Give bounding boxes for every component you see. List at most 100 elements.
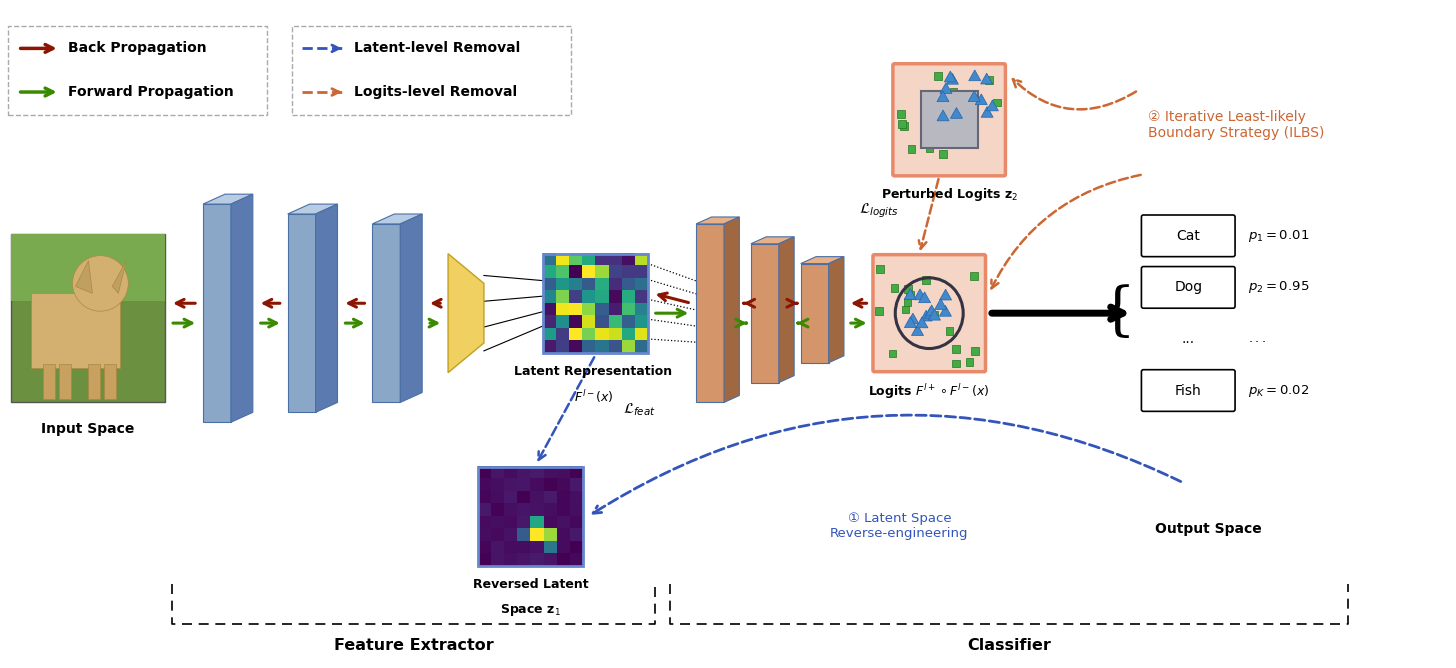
Polygon shape xyxy=(920,310,932,321)
Text: $...$: $...$ xyxy=(1248,333,1267,345)
FancyBboxPatch shape xyxy=(893,63,1006,176)
Polygon shape xyxy=(916,317,927,328)
Bar xyxy=(105,364,116,399)
Polygon shape xyxy=(919,292,930,303)
FancyBboxPatch shape xyxy=(874,255,986,371)
Polygon shape xyxy=(202,204,232,422)
Bar xyxy=(984,76,993,84)
Text: Fish: Fish xyxy=(1175,383,1201,397)
FancyBboxPatch shape xyxy=(1142,215,1235,257)
Bar xyxy=(897,110,906,118)
Bar xyxy=(949,88,958,96)
Bar xyxy=(952,359,960,367)
Bar xyxy=(898,120,906,128)
FancyBboxPatch shape xyxy=(7,25,266,115)
Bar xyxy=(888,349,897,357)
Text: Cat: Cat xyxy=(1176,229,1200,243)
Polygon shape xyxy=(232,194,253,422)
Bar xyxy=(951,95,958,103)
FancyArrowPatch shape xyxy=(539,357,594,460)
Polygon shape xyxy=(448,254,483,373)
Polygon shape xyxy=(946,73,958,84)
FancyBboxPatch shape xyxy=(291,25,571,115)
Polygon shape xyxy=(976,94,987,105)
Bar xyxy=(962,107,971,114)
Text: ② Iterative Least-likely
Boundary Strategy (ILBS): ② Iterative Least-likely Boundary Strate… xyxy=(1149,110,1325,140)
Bar xyxy=(933,72,942,79)
Text: ...: ... xyxy=(1182,332,1195,346)
Text: Latent Representation: Latent Representation xyxy=(514,365,673,377)
Polygon shape xyxy=(986,100,999,111)
Polygon shape xyxy=(951,108,962,118)
Bar xyxy=(901,306,909,313)
Text: Classifier: Classifier xyxy=(967,639,1051,653)
Bar xyxy=(922,124,929,132)
Polygon shape xyxy=(938,91,949,102)
Bar xyxy=(925,115,932,122)
Text: Logits $F^{l+} \circ F^{l-}(x)$: Logits $F^{l+} \circ F^{l-}(x)$ xyxy=(868,382,990,401)
Text: $p_K = 0.02$: $p_K = 0.02$ xyxy=(1248,383,1309,399)
Polygon shape xyxy=(373,224,400,402)
Bar xyxy=(923,97,932,104)
Text: $p_1 = 0.01$: $p_1 = 0.01$ xyxy=(1248,228,1309,244)
FancyArrowPatch shape xyxy=(919,179,939,248)
Text: Feature Extractor: Feature Extractor xyxy=(333,639,494,653)
Polygon shape xyxy=(696,224,724,402)
FancyBboxPatch shape xyxy=(1142,267,1235,308)
Bar xyxy=(58,364,70,399)
Text: Reversed Latent: Reversed Latent xyxy=(473,578,588,591)
Polygon shape xyxy=(696,217,740,224)
Text: Back Propagation: Back Propagation xyxy=(67,41,207,55)
Bar xyxy=(926,144,933,152)
Polygon shape xyxy=(925,307,936,318)
Bar xyxy=(900,122,907,130)
Bar xyxy=(920,92,977,148)
Polygon shape xyxy=(288,214,316,412)
Bar xyxy=(970,273,978,280)
Bar xyxy=(10,234,165,301)
Polygon shape xyxy=(801,257,844,264)
Bar xyxy=(961,138,968,146)
Bar xyxy=(877,265,884,273)
Polygon shape xyxy=(801,264,828,363)
Text: Perturbed Logits $\mathbf{z}_2$: Perturbed Logits $\mathbf{z}_2$ xyxy=(881,186,1018,203)
Polygon shape xyxy=(31,293,121,367)
Polygon shape xyxy=(112,261,127,293)
Polygon shape xyxy=(288,204,338,214)
Bar xyxy=(939,150,946,158)
FancyArrowPatch shape xyxy=(992,175,1140,289)
Polygon shape xyxy=(373,214,422,224)
Bar xyxy=(923,276,930,284)
Bar xyxy=(907,146,916,153)
Polygon shape xyxy=(751,244,779,383)
Polygon shape xyxy=(911,325,923,335)
Bar xyxy=(971,347,978,355)
Bar xyxy=(906,291,914,299)
Polygon shape xyxy=(981,106,993,118)
Bar xyxy=(946,327,954,335)
Bar xyxy=(543,254,648,353)
Polygon shape xyxy=(316,204,338,412)
Polygon shape xyxy=(724,217,740,402)
Text: Output Space: Output Space xyxy=(1155,522,1261,536)
Polygon shape xyxy=(76,261,92,293)
Text: Input Space: Input Space xyxy=(41,422,134,436)
Polygon shape xyxy=(938,110,949,121)
Bar xyxy=(42,364,54,399)
Bar xyxy=(930,311,938,319)
FancyArrowPatch shape xyxy=(1013,79,1136,110)
Polygon shape xyxy=(907,313,919,324)
Bar xyxy=(10,234,165,402)
Bar xyxy=(891,284,898,292)
Text: Logits-level Removal: Logits-level Removal xyxy=(354,85,517,99)
Text: $\mathcal{L}_{feat}$: $\mathcal{L}_{feat}$ xyxy=(623,401,657,418)
Polygon shape xyxy=(929,309,941,320)
Text: $p_2 = 0.95$: $p_2 = 0.95$ xyxy=(1248,279,1309,295)
FancyArrowPatch shape xyxy=(593,415,1181,513)
Text: Space $\mathbf{z}_1$: Space $\mathbf{z}_1$ xyxy=(501,602,561,618)
Bar xyxy=(479,467,582,566)
Polygon shape xyxy=(939,289,952,300)
Polygon shape xyxy=(968,70,981,81)
Polygon shape xyxy=(939,305,951,316)
Circle shape xyxy=(73,256,128,311)
